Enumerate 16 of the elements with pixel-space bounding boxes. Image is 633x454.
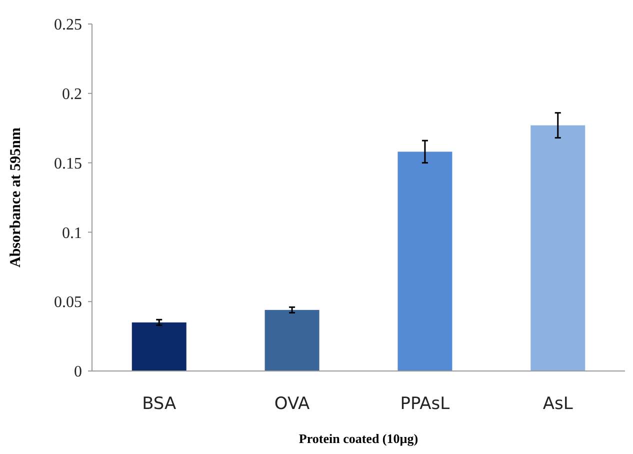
y-tick-label: 0.2 (62, 86, 82, 103)
x-tick-label: BSA (142, 394, 177, 414)
y-tick-label: 0 (74, 364, 82, 381)
bar (132, 322, 186, 371)
y-tick-label: 0.05 (54, 294, 82, 312)
y-tick-label: 0.1 (62, 224, 82, 242)
x-tick-label: AsL (542, 394, 574, 414)
x-tick-label: OVA (274, 394, 310, 414)
bar (398, 152, 452, 371)
y-tick-label: 0.25 (54, 16, 82, 34)
bar (264, 310, 320, 371)
y-tick-label: 0.15 (54, 155, 82, 172)
y-axis-title: Absorbance at 595nm (8, 127, 24, 268)
x-tick-label: PPAsL (400, 394, 450, 414)
bar (530, 125, 586, 371)
x-axis-title: Protein coated (10µg) (298, 431, 418, 446)
